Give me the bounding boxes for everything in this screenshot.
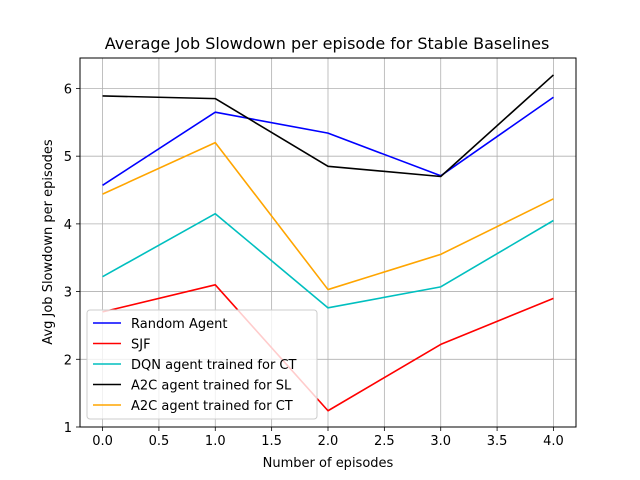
y-tick-label: 1 (64, 421, 72, 436)
y-tick-label: 4 (64, 218, 72, 233)
x-axis-label: Number of episodes (263, 456, 394, 471)
x-tick-label: 3.5 (487, 434, 508, 449)
legend-label: Random Agent (131, 317, 227, 332)
y-tick-label: 2 (64, 353, 72, 368)
legend-label: SJF (131, 338, 151, 353)
series-line-0 (102, 96, 554, 186)
legend-label: A2C agent trained for CT (131, 399, 293, 414)
series-line-3 (102, 74, 554, 178)
y-tick-label: 5 (64, 150, 72, 165)
legend-frame (86, 309, 318, 420)
series-lines (102, 74, 554, 412)
legend-label: DQN agent trained for CT (131, 358, 297, 373)
x-tick-label: 2.0 (318, 434, 339, 449)
y-tick-label: 3 (64, 286, 72, 301)
y-axis-label: Avg Job Slowdown per episodes (41, 139, 56, 345)
x-tick-label: 0.0 (92, 434, 113, 449)
x-tick-label: 0.5 (149, 434, 170, 449)
x-tick-label: 3.0 (430, 434, 451, 449)
legend: Random Agent SJF DQN agent trained for CT A… (86, 309, 318, 420)
legend-label: A2C agent trained for SL (131, 379, 292, 394)
x-tick-label: 2.5 (374, 434, 395, 449)
axis-ticks: 0.0 0.5 1.0 1.5 2.0 2.5 3.0 3.5 4.0 1 2 3 4 5 6 (64, 82, 564, 449)
series-line-1 (102, 284, 554, 412)
chart-title: Average Job Slowdown per episode for Sta… (105, 34, 550, 53)
x-tick-label: 1.0 (205, 434, 226, 449)
x-tick-label: 1.5 (261, 434, 282, 449)
y-tick-label: 6 (64, 82, 72, 97)
series-line-2 (102, 212, 554, 309)
x-tick-label: 4.0 (543, 434, 564, 449)
series-line-4 (102, 141, 554, 291)
